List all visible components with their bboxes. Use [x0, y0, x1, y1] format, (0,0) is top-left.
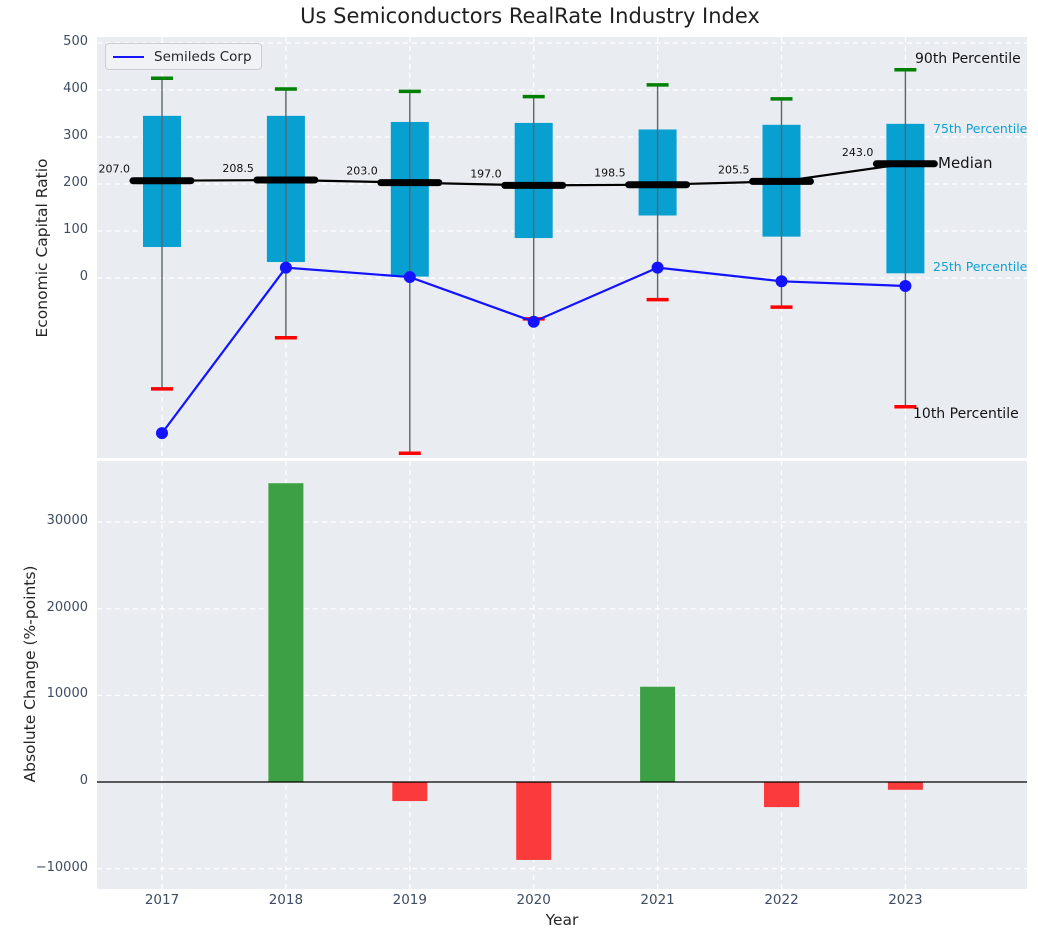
- median-value-label: 197.0: [470, 167, 502, 180]
- annotation-75th-percentile: 75th Percentile: [933, 121, 1028, 136]
- annotation-25th-percentile: 25th Percentile: [933, 259, 1028, 274]
- change-bar-negative: [764, 782, 799, 808]
- company-marker: [527, 315, 540, 328]
- annotation-10th-percentile: 10th Percentile: [913, 406, 1019, 422]
- bottom-y-tick-label: 20000: [46, 599, 88, 615]
- bottom-y-tick-label: 0: [79, 773, 88, 788]
- company-marker: [651, 261, 664, 274]
- median-value-label: 203.0: [346, 165, 378, 178]
- x-tick-label: 2017: [144, 892, 180, 908]
- company-marker: [775, 275, 788, 288]
- annotation-median: Median: [938, 154, 993, 172]
- x-axis-label: Year: [545, 911, 579, 929]
- legend: Semileds Corp: [105, 43, 262, 70]
- bottom-y-tick-label: 30000: [46, 513, 88, 529]
- x-tick-label: 2020: [516, 892, 551, 908]
- median-value-label: 243.0: [842, 146, 874, 159]
- change-bar-negative: [887, 782, 923, 790]
- company-marker: [403, 271, 416, 284]
- company-marker: [899, 279, 912, 292]
- top-y-tick-label: 100: [63, 222, 88, 237]
- median-value-label: 205.5: [718, 163, 750, 176]
- top-y-tick-label: 500: [63, 34, 88, 49]
- legend-line-sample: [113, 55, 144, 58]
- x-tick-label: 2018: [268, 892, 304, 908]
- change-bar-negative: [516, 782, 552, 860]
- top-y-tick-label: 200: [63, 175, 88, 190]
- bottom-y-tick-label: 10000: [46, 686, 88, 702]
- company-marker: [156, 427, 168, 440]
- median-value-label: 208.5: [222, 162, 254, 175]
- top-y-tick-label: 300: [63, 128, 88, 143]
- chart-title: Us Semiconductors RealRate Industry Inde…: [300, 4, 760, 28]
- legend-label: Semileds Corp: [154, 48, 252, 65]
- top-y-tick-label: 400: [63, 81, 88, 96]
- x-tick-label: 2019: [392, 892, 427, 908]
- change-bar-positive: [640, 686, 676, 782]
- x-tick-label: 2021: [640, 892, 675, 908]
- annotation-90th-percentile: 90th Percentile: [915, 51, 1021, 67]
- change-bar-positive: [268, 483, 304, 782]
- median-value-label: 198.5: [594, 167, 626, 180]
- top-panel-background: [97, 37, 1027, 458]
- x-tick-label: 2022: [764, 892, 799, 908]
- bottom-panel-background: [97, 461, 1027, 889]
- company-marker: [279, 261, 292, 274]
- change-bar-negative: [392, 782, 428, 802]
- median-value-label: 207.0: [99, 163, 131, 176]
- x-tick-label: 2023: [888, 892, 923, 908]
- bottom-y-axis-label: Absolute Change (%-points): [21, 565, 39, 783]
- top-y-tick-label: 0: [79, 269, 88, 284]
- bottom-y-tick-label: −10000: [35, 859, 88, 875]
